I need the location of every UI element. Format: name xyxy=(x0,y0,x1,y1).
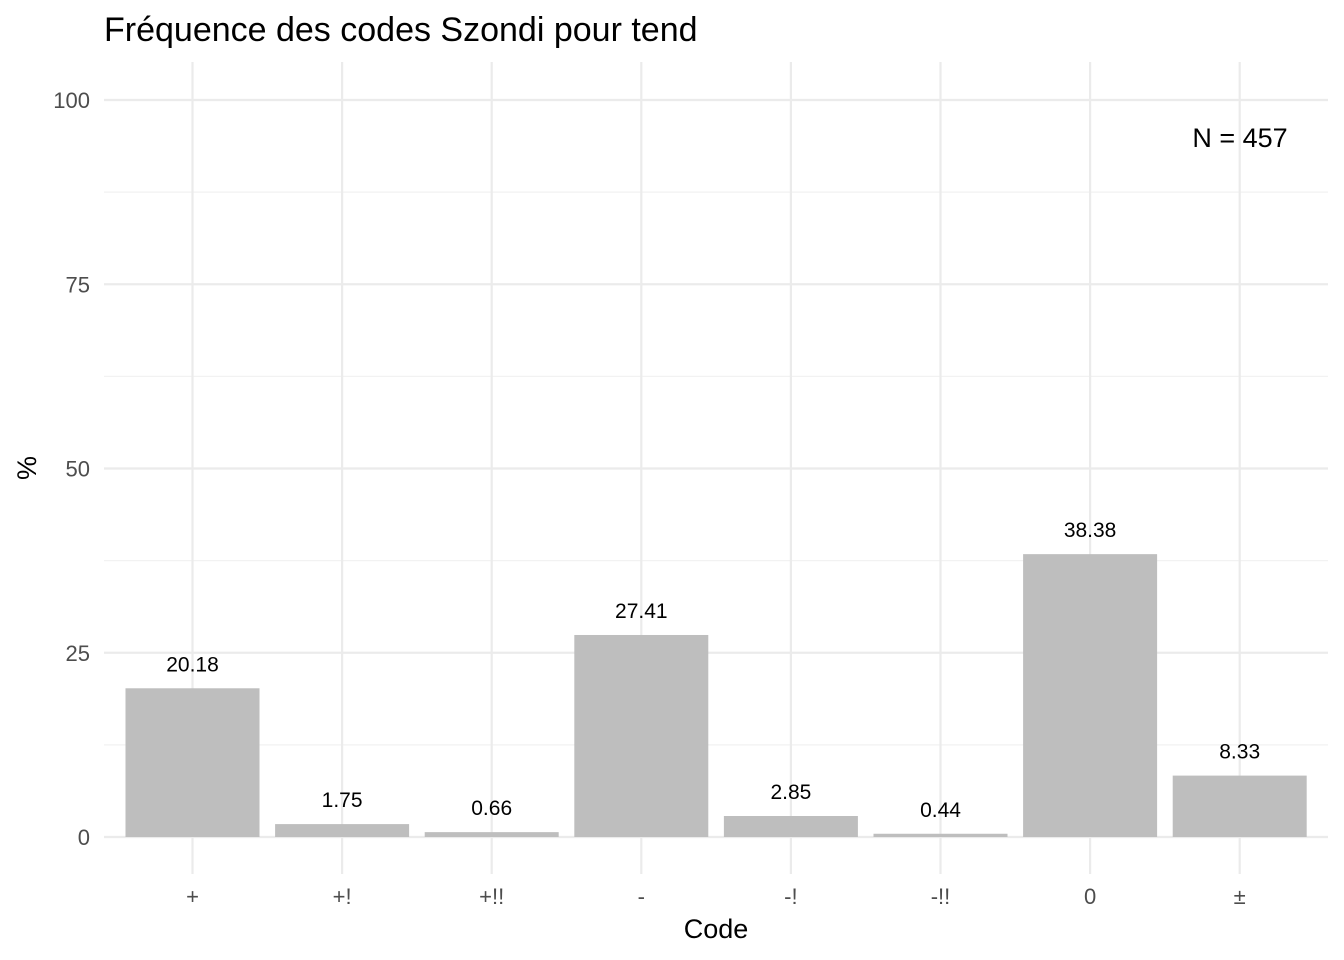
bar xyxy=(424,832,559,837)
y-axis-ticks: 0 25 50 75 100 xyxy=(53,88,90,850)
data-label: 0.44 xyxy=(920,799,961,822)
x-tick-label: - xyxy=(638,884,645,909)
bar xyxy=(723,815,858,837)
x-tick-label: ± xyxy=(1234,884,1246,909)
bar xyxy=(275,824,410,837)
x-tick-label: + xyxy=(186,884,199,909)
x-tick-label: 0 xyxy=(1084,884,1096,909)
x-axis-ticks: + +! +!! - -! -!! 0 ± xyxy=(186,884,1246,909)
data-label: 20.18 xyxy=(166,653,219,676)
chart-title: Fréquence des codes Szondi pour tend xyxy=(104,11,698,49)
y-tick-label: 50 xyxy=(66,457,90,482)
data-label: 38.38 xyxy=(1064,519,1117,542)
y-tick-label: 75 xyxy=(66,272,90,297)
data-labels: 20.18 1.75 0.66 27.41 2.85 0.44 38.38 8.33 xyxy=(166,519,1260,822)
sample-size-annotation: N = 457 xyxy=(1192,123,1287,153)
y-axis-title: % xyxy=(12,456,42,480)
bar xyxy=(574,634,709,837)
bar xyxy=(125,688,260,837)
bar xyxy=(1023,554,1158,837)
x-tick-label: +! xyxy=(333,884,352,909)
bar xyxy=(1172,775,1307,837)
bar xyxy=(873,833,1008,837)
data-label: 8.33 xyxy=(1219,741,1260,764)
y-tick-label: 25 xyxy=(66,641,90,666)
data-label: 1.75 xyxy=(322,789,363,812)
y-tick-label: 100 xyxy=(53,88,90,113)
x-axis-title: Code xyxy=(684,914,749,944)
bars xyxy=(125,554,1307,837)
y-tick-label: 0 xyxy=(78,825,90,850)
x-tick-label: -!! xyxy=(931,884,951,909)
data-label: 27.41 xyxy=(615,600,668,623)
data-label: 0.66 xyxy=(471,797,512,820)
x-tick-label: +!! xyxy=(479,884,504,909)
data-label: 2.85 xyxy=(770,781,811,804)
x-tick-label: -! xyxy=(784,884,797,909)
